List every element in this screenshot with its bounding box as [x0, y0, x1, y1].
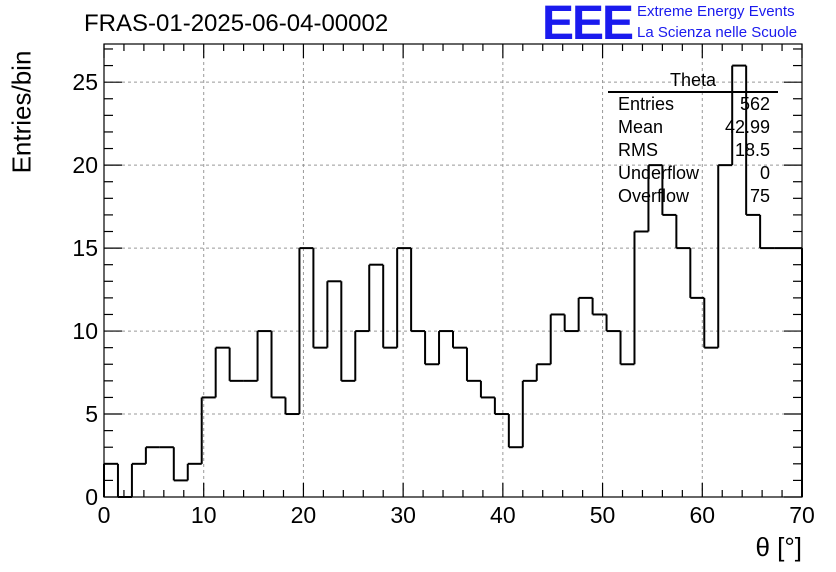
logo-line-1: Extreme Energy Events: [637, 3, 795, 20]
x-tick-label: 30: [390, 502, 416, 528]
x-axis-label: θ [°]: [755, 532, 802, 562]
y-tick-label: 15: [72, 235, 98, 261]
stats-row-rms: RMS 18.5: [608, 139, 778, 162]
y-tick-label: 5: [85, 401, 98, 427]
y-tick-label: 20: [72, 152, 98, 178]
x-tick-label: 40: [490, 502, 516, 528]
stats-key: Underflow: [618, 163, 700, 183]
stats-row-mean: Mean 42.99: [608, 116, 778, 139]
stats-key: Overflow: [618, 186, 690, 206]
y-tick-label: 10: [72, 318, 98, 344]
stats-box: Theta Entries 562 Mean 42.99 RMS 18.5 Un…: [608, 70, 778, 208]
y-tick-label: 25: [72, 69, 98, 95]
stats-row-overflow: Overflow 75: [608, 185, 778, 208]
stats-key: RMS: [618, 140, 658, 160]
stats-value: 75: [749, 186, 770, 206]
stats-key: Entries: [618, 94, 675, 114]
stats-title: Theta: [608, 70, 778, 93]
stats-key: Mean: [618, 117, 664, 137]
y-tick-label: 0: [85, 484, 98, 510]
ticks: [103, 44, 803, 498]
x-tick-label: 70: [789, 502, 815, 528]
stats-value: 42.99: [724, 117, 770, 137]
stats-value: 18.5: [734, 140, 770, 160]
stats-value: 0: [759, 163, 770, 183]
stats-row-entries: Entries 562: [608, 93, 778, 116]
tick-labels: 0 10 20 30 40 50 60 70 0 5 10 15 20 25: [72, 69, 814, 528]
stats-value: 562: [739, 94, 770, 114]
x-tick-label: 20: [291, 502, 317, 528]
x-tick-label: 60: [689, 502, 715, 528]
x-tick-label: 0: [98, 502, 111, 528]
run-title: FRAS-01-2025-06-04-00002: [84, 10, 389, 37]
x-tick-label: 10: [191, 502, 217, 528]
y-axis-label: Entries/bin: [6, 50, 37, 174]
x-tick-label: 50: [590, 502, 616, 528]
stats-row-underflow: Underflow 0: [608, 162, 778, 185]
eee-logo: EEE: [542, 0, 634, 50]
logo-line-2: La Scienza nelle Scuole: [637, 24, 798, 41]
